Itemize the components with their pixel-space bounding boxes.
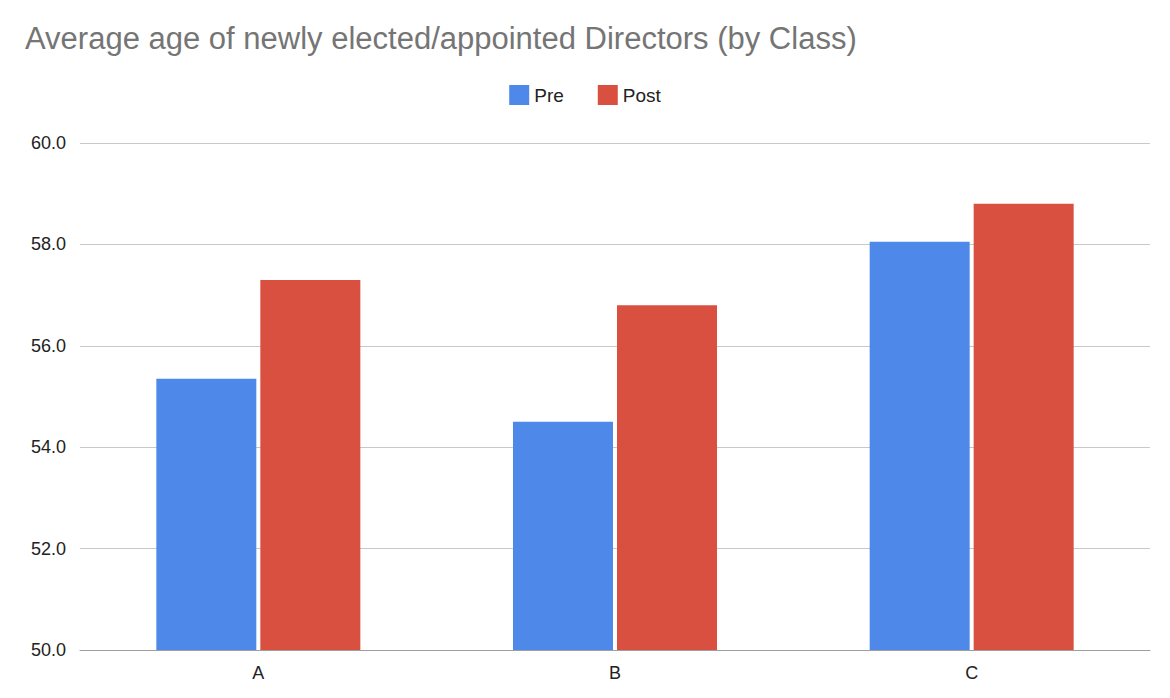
svg-text:A: A	[252, 663, 264, 683]
svg-text:52.0: 52.0	[31, 539, 66, 559]
svg-text:50.0: 50.0	[31, 640, 66, 660]
svg-text:B: B	[609, 663, 621, 683]
svg-text:54.0: 54.0	[31, 437, 66, 457]
svg-text:C: C	[965, 663, 978, 683]
svg-text:56.0: 56.0	[31, 336, 66, 356]
svg-text:Post: Post	[623, 85, 662, 106]
svg-text:Pre: Pre	[534, 85, 564, 106]
svg-text:Average age of newly elected/a: Average age of newly elected/appointed D…	[25, 21, 857, 56]
svg-text:58.0: 58.0	[31, 234, 66, 254]
svg-text:60.0: 60.0	[31, 133, 66, 153]
